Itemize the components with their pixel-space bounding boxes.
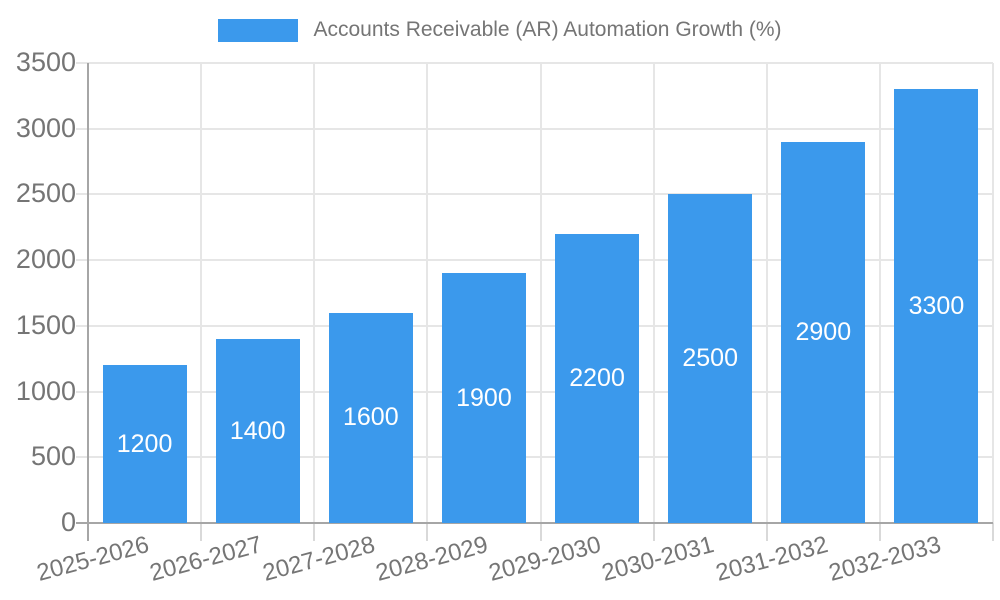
x-tick-label: 2029-2030 (486, 531, 605, 587)
x-tick-label-anchor: 2030-2031 (490, 531, 717, 587)
y-tick-label: 2500 (15, 178, 76, 209)
bar-value-label: 1900 (456, 383, 512, 412)
bar-value-label: 1400 (229, 416, 286, 445)
x-gridline (539, 63, 542, 523)
bar-value-label: 2200 (569, 363, 625, 392)
bar-value-label: 2500 (682, 344, 738, 373)
x-gridline (200, 63, 203, 523)
x-tick-mark (87, 523, 89, 541)
x-tick-mark (200, 523, 203, 541)
y-tick-mark (76, 62, 88, 64)
bar[interactable]: 3300 (894, 89, 979, 523)
x-tick-label-anchor: 2031-2032 (603, 531, 830, 587)
x-tick-mark (878, 523, 881, 541)
y-tick-mark (76, 456, 88, 459)
bar[interactable]: 1900 (441, 273, 526, 523)
x-gridline (426, 63, 429, 523)
x-tick-label-anchor: 2032-2033 (716, 531, 944, 587)
legend-swatch[interactable] (218, 18, 299, 42)
bar-value-label: 3300 (908, 291, 965, 320)
x-tick-label: 2026-2027 (146, 531, 265, 587)
x-tick-mark (426, 523, 429, 541)
x-gridline (313, 63, 316, 523)
bar[interactable]: 1400 (215, 339, 300, 523)
y-tick-mark (76, 324, 88, 327)
y-axis-line (87, 63, 89, 523)
bar[interactable]: 1600 (328, 312, 413, 523)
x-tick-mark (992, 523, 994, 541)
x-axis-line (76, 522, 993, 524)
x-tick-mark (765, 523, 768, 541)
bar[interactable]: 2900 (781, 141, 866, 523)
y-tick-mark (76, 193, 88, 196)
x-gridline (765, 63, 768, 523)
y-tick-label: 3000 (15, 112, 76, 143)
bar[interactable]: 2500 (668, 194, 753, 523)
y-tick-mark (76, 259, 88, 262)
y-tick-label: 2000 (15, 244, 76, 275)
x-tick-label: 2025-2026 (33, 531, 152, 587)
x-tick-mark (313, 523, 316, 541)
bar-value-label: 1600 (343, 403, 399, 432)
x-gridline (878, 63, 881, 523)
x-gridline (992, 63, 994, 523)
x-tick-label: 2032-2033 (825, 531, 944, 587)
x-gridline (652, 63, 655, 523)
y-tick-mark (76, 127, 88, 130)
x-tick-label: 2030-2031 (599, 531, 718, 587)
x-tick-label: 2028-2029 (373, 531, 491, 587)
bar-value-label: 2900 (795, 317, 852, 346)
chart-title: Accounts Receivable (AR) Automation Grow… (313, 18, 782, 41)
y-tick-label: 500 (30, 441, 76, 472)
y-tick-label: 3500 (15, 46, 76, 77)
y-tick-label: 1000 (15, 375, 76, 406)
x-tick-mark (652, 523, 655, 541)
y-tick-label: 0 (60, 506, 76, 537)
bar-value-label: 1200 (116, 429, 173, 458)
y-tick-label: 1500 (15, 309, 76, 340)
x-tick-mark (539, 523, 542, 541)
x-tick-label-anchor: 2029-2030 (377, 531, 604, 587)
x-tick-label: 2031-2032 (712, 531, 831, 587)
x-tick-label-anchor: 2028-2029 (264, 531, 491, 587)
x-tick-label: 2027-2028 (259, 531, 378, 587)
bar[interactable]: 2200 (555, 233, 640, 523)
x-tick-label-anchor: 2027-2028 (151, 531, 378, 587)
y-tick-mark (76, 390, 88, 393)
bar[interactable]: 1200 (102, 365, 187, 523)
legend[interactable]: Accounts Receivable (AR) Automation Grow… (0, 12, 1000, 48)
